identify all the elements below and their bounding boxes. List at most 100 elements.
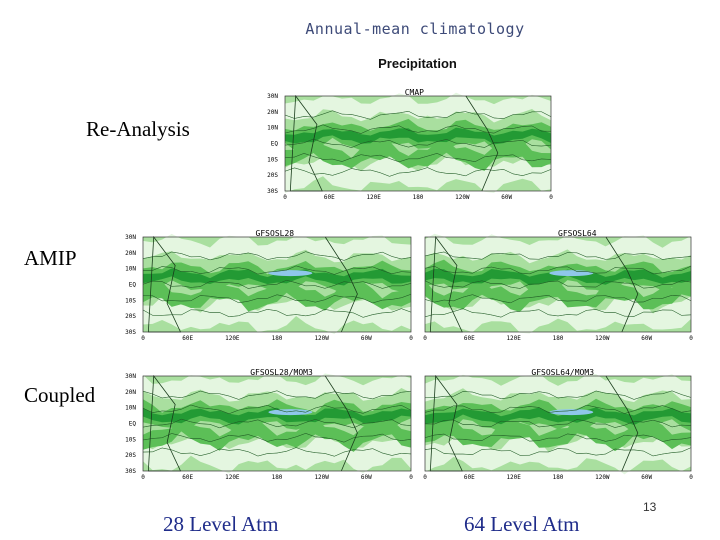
lat-tick-label: 30S <box>125 468 136 475</box>
lat-tick-label: 10N <box>125 266 136 273</box>
dry-zone <box>425 295 691 334</box>
dry-zone <box>285 92 551 123</box>
lat-tick-label: 20S <box>125 452 136 459</box>
lon-tick-label: 60E <box>464 474 475 481</box>
map-panel-gfs28-mom3: GFSOSL28/MOM3 30N 20N 10N EQ 10S 20S 30S 0 60E 120… <box>125 368 413 481</box>
lon-tick-label: 120E <box>366 194 381 201</box>
lat-tick-label: 30N <box>125 373 136 380</box>
lat-tick-label: EQ <box>129 282 137 289</box>
map-frame <box>284 95 552 192</box>
panel-title: GFSOSL64/MOM3 <box>531 368 594 377</box>
heavy-rain-band <box>143 407 411 425</box>
dry-zone <box>143 296 411 334</box>
lon-tick-label: 180 <box>272 335 283 342</box>
map-panel-gfs64: GFSOSL64 0 60E 120E 180 120W 60W 0 <box>423 229 693 342</box>
lon-tick-label: 120E <box>506 474 521 481</box>
lon-tick-label: 120E <box>506 335 521 342</box>
lon-tick-label: 180 <box>553 335 564 342</box>
lon-tick-label: 120W <box>595 474 610 481</box>
lon-tick-label: 120W <box>455 194 470 201</box>
lat-tick-label: 20S <box>125 313 136 320</box>
lon-tick-label: 60E <box>464 335 475 342</box>
rain-band <box>425 419 691 452</box>
lon-tick-label: 120W <box>595 335 610 342</box>
lat-tick-label: 30N <box>125 234 136 241</box>
lon-tick-label: 0 <box>423 474 427 481</box>
lat-tick-label: 10S <box>267 156 278 163</box>
lon-tick-label: 180 <box>413 194 424 201</box>
lon-tick-label: 120E <box>225 335 240 342</box>
lon-tick-label: 60W <box>641 474 652 481</box>
lat-tick-label: EQ <box>129 421 137 428</box>
continent-outline <box>465 95 499 192</box>
lon-tick-label: 0 <box>283 194 287 201</box>
lat-tick-label: 10N <box>267 125 278 132</box>
lon-tick-label: 60W <box>501 194 512 201</box>
heavy-rain-band <box>285 127 551 145</box>
lon-tick-label: 120W <box>314 335 329 342</box>
rain-band <box>143 418 411 452</box>
continent-outline <box>324 236 358 333</box>
rain-band <box>425 280 691 312</box>
row-label-reanalysis: Re-Analysis <box>86 117 190 141</box>
lat-tick-label: 30S <box>125 329 136 336</box>
dry-zone <box>143 373 411 402</box>
lat-tick-label: 30N <box>267 93 278 100</box>
lat-tick-label: 20N <box>125 250 136 257</box>
panel-title: GFSOSL64 <box>558 229 597 238</box>
heavy-rain-band <box>425 407 691 425</box>
slide-title: Annual-mean climatology <box>305 20 525 38</box>
lat-tick-label: 20S <box>267 172 278 179</box>
lon-tick-label: 180 <box>553 474 564 481</box>
max-rain-patch <box>268 270 313 277</box>
map-frame <box>424 375 692 472</box>
max-rain-patch <box>268 409 313 416</box>
lon-tick-label: 60W <box>361 335 372 342</box>
lat-tick-label: 10S <box>125 297 136 304</box>
dry-zone <box>425 233 691 264</box>
lon-tick-label: 120E <box>225 474 240 481</box>
lat-tick-label: 20N <box>267 109 278 116</box>
column-label-28-level: 28 Level Atm <box>163 512 279 536</box>
heavy-rain-band <box>425 268 691 286</box>
slide-subtitle: Precipitation <box>378 56 457 71</box>
map-frame <box>142 375 412 472</box>
map-panel-gfs28: GFSOSL28 30N 20N 10N EQ 10S 20S 30S 0 60E 120E 180 1… <box>125 229 413 342</box>
continent-outline <box>429 374 463 472</box>
lon-tick-label: 60W <box>361 474 372 481</box>
max-rain-patch <box>549 409 594 416</box>
continent-outline <box>429 235 463 333</box>
panel-title: GFSOSL28 <box>256 229 295 238</box>
lon-tick-label: 60E <box>182 474 193 481</box>
max-rain-patch <box>549 270 594 277</box>
lat-tick-label: 30S <box>267 188 278 195</box>
panel-title: GFSOSL28/MOM3 <box>250 368 313 377</box>
lon-tick-label: 0 <box>409 335 413 342</box>
lat-tick-label: 10N <box>125 405 136 412</box>
map-panel-cmap: CMAP 30N 20N 10N EQ 10S 20S 30S 0 60E 120E 180 120W 6… <box>267 88 553 201</box>
map-frame <box>424 236 692 333</box>
map-frame <box>142 236 412 333</box>
lat-tick-label: 20N <box>125 389 136 396</box>
page-number: 13 <box>643 500 657 514</box>
continent-outline <box>147 235 182 333</box>
lon-tick-label: 0 <box>141 335 145 342</box>
lon-tick-label: 120W <box>314 474 329 481</box>
lon-tick-label: 0 <box>423 335 427 342</box>
lat-tick-label: 10S <box>125 436 136 443</box>
column-label-64-level: 64 Level Atm <box>464 512 580 536</box>
row-label-coupled: Coupled <box>24 383 96 407</box>
lon-tick-label: 0 <box>689 474 693 481</box>
lon-tick-label: 0 <box>689 335 693 342</box>
lon-tick-label: 60E <box>324 194 335 201</box>
dry-zone <box>143 233 411 263</box>
lon-tick-label: 60E <box>182 335 193 342</box>
lat-tick-label: EQ <box>271 141 279 148</box>
lon-tick-label: 0 <box>141 474 145 481</box>
continent-outline <box>147 374 182 472</box>
lon-tick-label: 0 <box>409 474 413 481</box>
continent-outline <box>289 94 323 192</box>
rain-band <box>285 138 551 171</box>
continent-outline <box>605 236 639 333</box>
continent-outline <box>605 375 639 472</box>
